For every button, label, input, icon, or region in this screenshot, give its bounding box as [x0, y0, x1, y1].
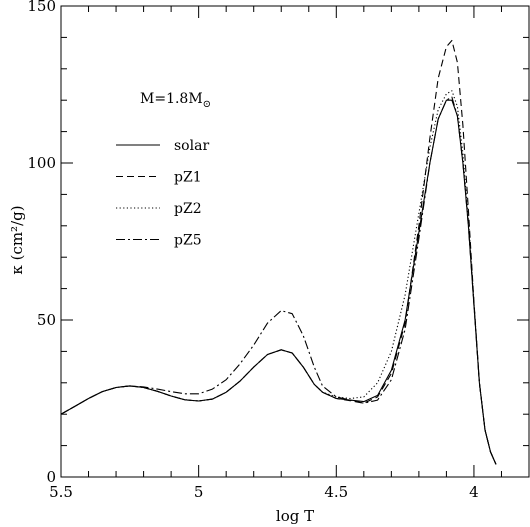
mass-annotation-sub: ⊙	[203, 99, 211, 110]
y-tick-label: 100	[27, 154, 56, 172]
x-tick-label: 4	[469, 483, 479, 501]
series-group	[60, 39, 497, 465]
series-line-pz5	[60, 96, 497, 465]
y-tick-label: 150	[27, 0, 56, 15]
x-tick-label: 4.5	[324, 483, 348, 501]
mass-annotation: M=1.8M⊙	[140, 91, 211, 110]
series-line-solar	[60, 99, 497, 465]
series-line-pz1	[60, 39, 497, 465]
x-tick-label: 5.5	[49, 483, 73, 501]
legend-label-pz1: pZ1	[174, 170, 202, 186]
y-tick-label: 50	[37, 311, 56, 329]
y-axis-label: κ (cm²/g)	[8, 205, 26, 274]
x-tick-label: 5	[194, 483, 204, 501]
legend-label-pz2: pZ2	[174, 201, 202, 217]
ticks-group	[60, 5, 530, 478]
series-line-pz2	[60, 90, 497, 465]
plot-frame	[60, 5, 530, 478]
tick-labels-group: 5.5 5 4.5 4 0 50 100 150	[27, 0, 478, 501]
mass-annotation-main: M=1.8M	[140, 91, 203, 107]
legend-label-solar: solar	[174, 138, 209, 154]
legend-label-pz5: pZ5	[174, 233, 202, 249]
x-axis-label: log T	[276, 507, 314, 525]
legend: solar pZ1 pZ2 pZ5	[116, 138, 209, 249]
y-tick-label: 0	[46, 468, 56, 486]
